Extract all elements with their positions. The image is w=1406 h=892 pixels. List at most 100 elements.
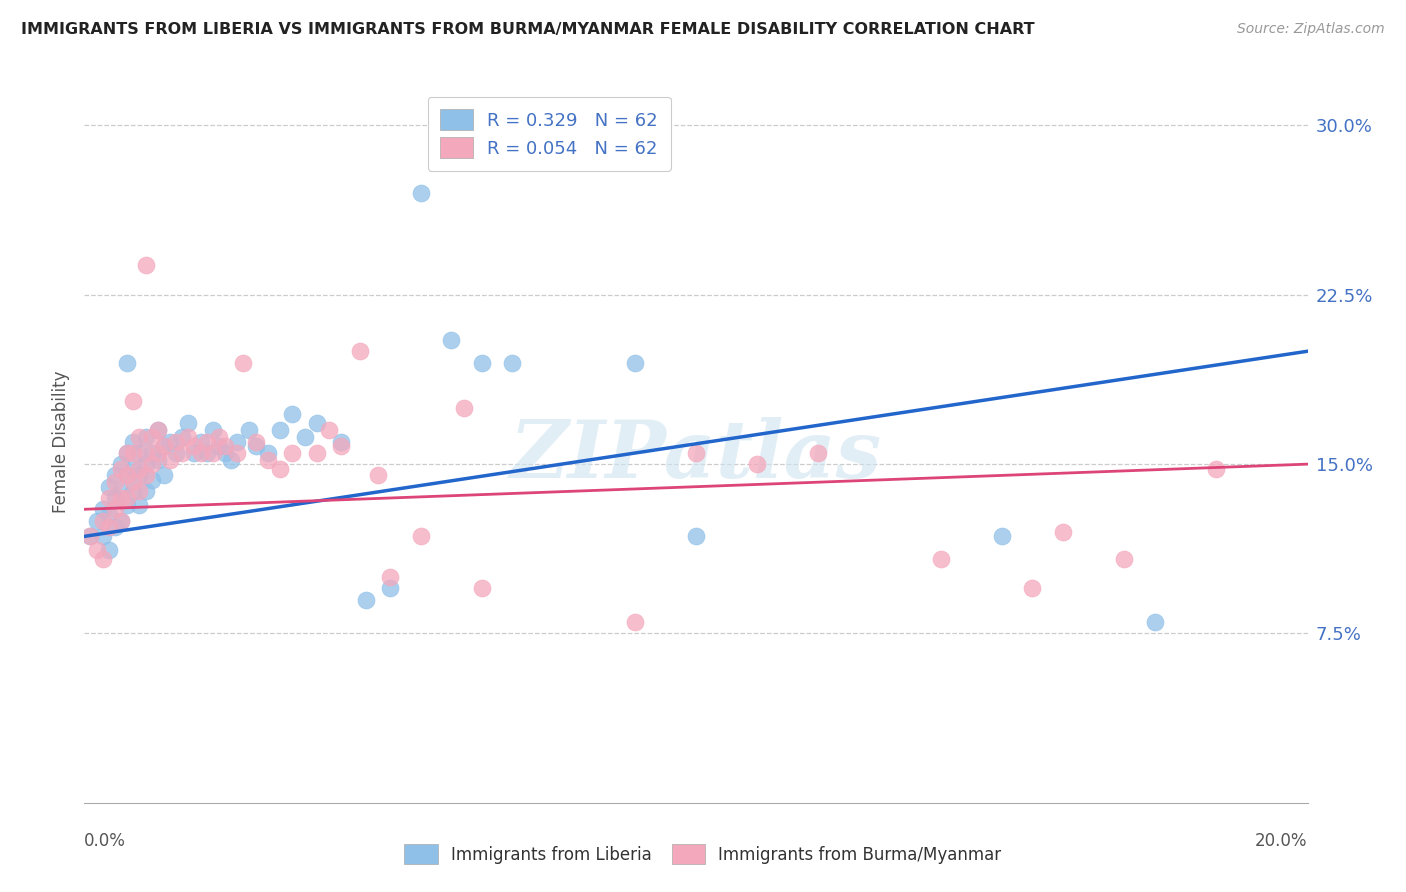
- Point: [110, 461, 132, 475]
- Point: [245, 434, 267, 449]
- Point: [104, 520, 127, 534]
- Point: [110, 484, 132, 499]
- Point: [305, 417, 328, 431]
- Point: [747, 457, 769, 471]
- Point: [122, 446, 145, 460]
- Point: [122, 475, 145, 490]
- Point: [318, 423, 340, 437]
- Point: [214, 446, 236, 460]
- Point: [281, 446, 304, 460]
- Point: [380, 570, 402, 584]
- Point: [172, 430, 194, 444]
- Point: [146, 423, 169, 437]
- Point: [807, 446, 830, 460]
- Point: [91, 502, 114, 516]
- Point: [79, 529, 101, 543]
- Point: [1205, 461, 1227, 475]
- Point: [110, 514, 132, 528]
- Text: 0.0%: 0.0%: [84, 831, 127, 850]
- Text: 20.0%: 20.0%: [1256, 831, 1308, 850]
- Point: [354, 592, 377, 607]
- Point: [257, 452, 280, 467]
- Point: [135, 468, 157, 483]
- Point: [177, 417, 200, 431]
- Point: [624, 355, 647, 369]
- Point: [190, 446, 212, 460]
- Point: [135, 259, 157, 273]
- Point: [991, 529, 1014, 543]
- Point: [128, 461, 150, 475]
- Point: [409, 529, 432, 543]
- Point: [226, 434, 249, 449]
- Point: [330, 439, 353, 453]
- Legend: Immigrants from Liberia, Immigrants from Burma/Myanmar: Immigrants from Liberia, Immigrants from…: [398, 838, 1008, 871]
- Point: [177, 430, 200, 444]
- Point: [624, 615, 647, 630]
- Point: [128, 446, 150, 460]
- Point: [153, 468, 176, 483]
- Point: [128, 484, 150, 499]
- Point: [380, 582, 402, 596]
- Point: [110, 491, 132, 505]
- Point: [153, 439, 176, 453]
- Point: [409, 186, 432, 201]
- Point: [929, 552, 952, 566]
- Point: [141, 430, 163, 444]
- Text: ZIPatlas: ZIPatlas: [510, 417, 882, 495]
- Point: [440, 333, 463, 347]
- Point: [91, 552, 114, 566]
- Point: [115, 446, 138, 460]
- Point: [91, 514, 114, 528]
- Point: [208, 439, 231, 453]
- Point: [165, 446, 187, 460]
- Point: [305, 446, 328, 460]
- Point: [115, 498, 138, 512]
- Point: [245, 439, 267, 453]
- Point: [86, 514, 108, 528]
- Point: [97, 542, 120, 557]
- Point: [135, 446, 157, 460]
- Point: [79, 529, 101, 543]
- Point: [110, 514, 132, 528]
- Point: [97, 491, 120, 505]
- Point: [86, 542, 108, 557]
- Point: [159, 452, 181, 467]
- Point: [502, 355, 524, 369]
- Point: [104, 502, 127, 516]
- Point: [349, 344, 371, 359]
- Text: IMMIGRANTS FROM LIBERIA VS IMMIGRANTS FROM BURMA/MYANMAR FEMALE DISABILITY CORRE: IMMIGRANTS FROM LIBERIA VS IMMIGRANTS FR…: [21, 22, 1035, 37]
- Point: [238, 423, 260, 437]
- Point: [104, 491, 127, 505]
- Point: [195, 434, 218, 449]
- Point: [172, 446, 194, 460]
- Point: [685, 529, 707, 543]
- Point: [195, 446, 218, 460]
- Point: [110, 457, 132, 471]
- Point: [153, 439, 176, 453]
- Point: [232, 355, 254, 369]
- Point: [201, 423, 224, 437]
- Point: [208, 430, 231, 444]
- Point: [367, 468, 389, 483]
- Point: [115, 468, 138, 483]
- Point: [214, 439, 236, 453]
- Point: [183, 446, 205, 460]
- Point: [115, 355, 138, 369]
- Point: [453, 401, 475, 415]
- Point: [122, 461, 145, 475]
- Point: [104, 468, 127, 483]
- Point: [135, 430, 157, 444]
- Point: [115, 446, 138, 460]
- Point: [128, 430, 150, 444]
- Point: [97, 507, 120, 521]
- Point: [122, 434, 145, 449]
- Point: [257, 446, 280, 460]
- Point: [183, 439, 205, 453]
- Point: [294, 430, 316, 444]
- Point: [165, 434, 187, 449]
- Y-axis label: Female Disability: Female Disability: [52, 370, 70, 513]
- Point: [122, 484, 145, 499]
- Point: [91, 529, 114, 543]
- Point: [97, 520, 120, 534]
- Point: [471, 355, 494, 369]
